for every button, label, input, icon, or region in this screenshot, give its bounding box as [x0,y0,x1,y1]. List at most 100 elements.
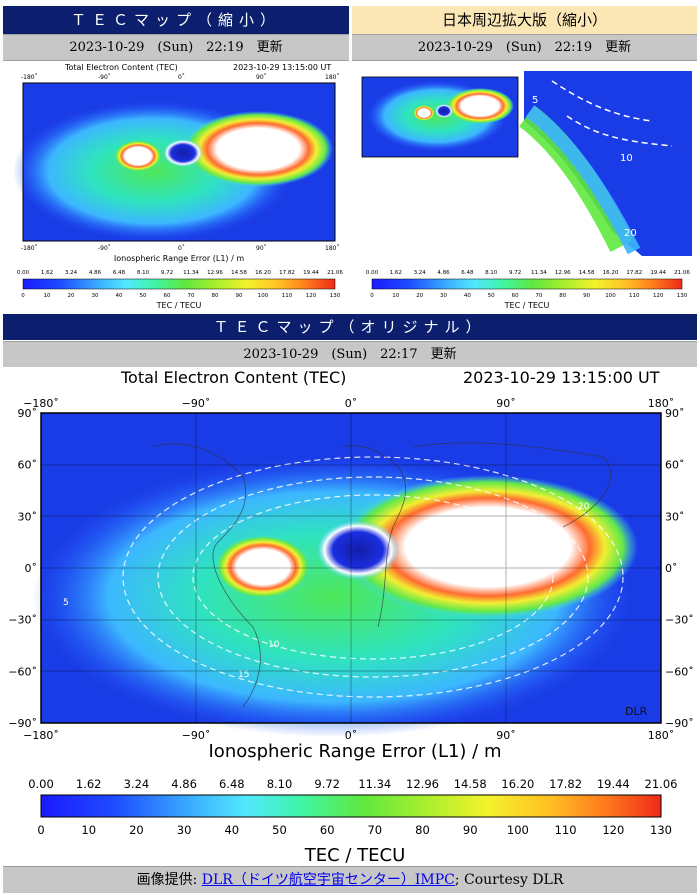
svg-text:90˚: 90˚ [256,245,267,252]
tec-map-small-updated-bar: 2023-10-29 (Sun) 22:19 更新 [3,34,349,61]
range-error-tick: 6.48 [461,270,474,276]
dlr-impc-link[interactable]: DLR（ドイツ航空宇宙センター）IMPC [201,872,455,888]
x-tick-label: 180˚ [648,729,675,742]
range-error-tick: 21.06 [327,270,343,276]
range-error-tick: 11.34 [183,270,199,276]
tecu-tick: 130 [677,293,688,299]
tecu-ticks: 0 10 20 30 40 50 60 70 80 90 100 110 120 130 [37,823,672,837]
y-tick-label: −90˚ [665,717,694,730]
chart-timestamp: 2023-10-29 13:15:00 UT [463,368,660,387]
tecu-tick: 120 [306,293,317,299]
x-ticks-top: −180˚ −90˚ 0˚ 90˚ 180˚ [23,397,674,410]
range-error-tick: 11.34 [358,777,391,791]
tecu-tick: 70 [367,823,382,837]
range-error-tick: 1.62 [41,270,53,276]
chart-title: Total Electron Content (TEC) [120,368,346,387]
tecu-tick: 50 [488,293,495,299]
y-ticks-left: 90˚ 60˚ 30˚ 0˚ −30˚ −60˚ −90˚ [8,407,37,730]
contour-label-15: 15 [238,670,249,680]
small-xlabel: Ionospheric Range Error (L1) / m [114,254,244,263]
small-colorbar [22,278,336,290]
range-error-tick: 8.10 [267,777,293,791]
credit-suffix: ; Courtesy DLR [454,872,564,888]
small-map-axis-labels: -180˚ -90˚ 0˚ 90˚ 180˚ -180˚ -90˚ 0˚ 90˚ 180˚ [21,74,339,252]
x-tick-label: 90˚ [496,397,516,410]
y-tick-label: 0˚ [665,562,678,575]
colorbar [40,794,662,818]
tecu-tick: 30 [92,293,99,299]
range-error-tick: 4.86 [171,777,197,791]
svg-text:-180˚: -180˚ [21,74,38,81]
tec-map-original-title: ＴＥＣマップ（オリジナル） [213,318,487,336]
tecu-tick: 50 [140,293,147,299]
range-error-tick: 1.62 [390,270,402,276]
contour-label-10: 10 [268,640,280,650]
japan-zoom-chart[interactable]: 5 10 20 0.00 1.62 3.24 4.86 6.48 8.10 9.72 11.3… [352,61,697,311]
range-error-tick: 8.10 [137,270,150,276]
y-tick-label: 60˚ [665,459,685,472]
x-tick-label: 0˚ [345,729,358,742]
y-tick-label: 30˚ [665,510,685,523]
x-tick-label: 180˚ [648,397,675,410]
range-error-tick: 17.82 [279,270,295,276]
japan-range-error-ticks: 0.00 1.62 3.24 4.86 6.48 8.10 9.72 11.34 12.96 14… [366,270,690,276]
tecu-tick: 40 [116,293,123,299]
tec-map-small-chart[interactable]: Total Electron Content (TEC) 2023-10-29 … [3,61,349,311]
tecu-tick: 30 [440,293,447,299]
small-chart-title: Total Electron Content (TEC) [64,63,178,72]
world-tec-map: 5 10 15 20 DLR [33,412,662,737]
svg-text:180˚: 180˚ [325,74,339,81]
range-error-tick: 19.44 [650,270,666,276]
y-tick-label: 60˚ [18,459,38,472]
range-error-tick: 12.96 [555,270,571,276]
tecu-tick: 80 [212,293,219,299]
tec-map-original-chart[interactable]: Total Electron Content (TEC) 2023-10-29 … [3,367,697,865]
range-error-tick: 4.86 [89,270,102,276]
tecu-tick: 50 [272,823,287,837]
svg-text:0˚: 0˚ [178,245,185,252]
range-error-tick: 4.86 [437,270,450,276]
tecu-tick: 100 [605,293,616,299]
japan-contour-label-5: 5 [532,95,538,106]
range-error-tick: 12.96 [207,270,223,276]
y-tick-label: 0˚ [25,562,38,575]
range-error-tick: 16.20 [255,270,271,276]
range-error-tick: 3.24 [414,270,427,276]
japan-contour-label-20: 20 [624,228,637,239]
japan-colorbar-label: TEC / TECU [504,301,550,310]
tecu-tick: 60 [320,823,335,837]
range-error-tick: 17.82 [549,777,582,791]
range-error-tick: 21.06 [674,270,690,276]
x-tick-label: −180˚ [23,729,59,742]
x-tick-label: −180˚ [23,397,59,410]
range-error-tick: 19.44 [597,777,630,791]
y-tick-label: −30˚ [665,614,694,627]
tecu-tick: 60 [512,293,519,299]
range-error-tick: 17.82 [626,270,642,276]
svg-text:0˚: 0˚ [178,74,185,81]
colorbar-label: TEC / TECU [304,845,406,865]
range-error-tick: 16.20 [501,777,534,791]
range-error-tick: 16.20 [603,270,619,276]
tecu-tick: 30 [177,823,192,837]
japan-zoom-map: 5 10 20 [518,71,692,256]
tecu-tick: 0 [370,293,374,299]
tecu-tick: 130 [330,293,341,299]
tecu-tick: 90 [463,823,478,837]
tecu-tick: 130 [650,823,672,837]
tecu-tick: 110 [629,293,640,299]
y-tick-label: −60˚ [8,665,37,678]
range-error-tick: 11.34 [531,270,547,276]
tecu-tick: 100 [507,823,529,837]
tecu-tick: 20 [68,293,75,299]
range-error-tick: 6.48 [219,777,245,791]
tecu-tick: 20 [129,823,144,837]
x-tick-label: 90˚ [496,729,516,742]
contour-label-20: 20 [578,502,590,512]
tecu-tick: 10 [81,823,96,837]
tecu-tick: 90 [583,293,590,299]
tecu-tick: 110 [555,823,577,837]
range-error-tick: 6.48 [113,270,126,276]
range-error-tick: 9.72 [314,777,340,791]
tecu-tick: 40 [464,293,471,299]
